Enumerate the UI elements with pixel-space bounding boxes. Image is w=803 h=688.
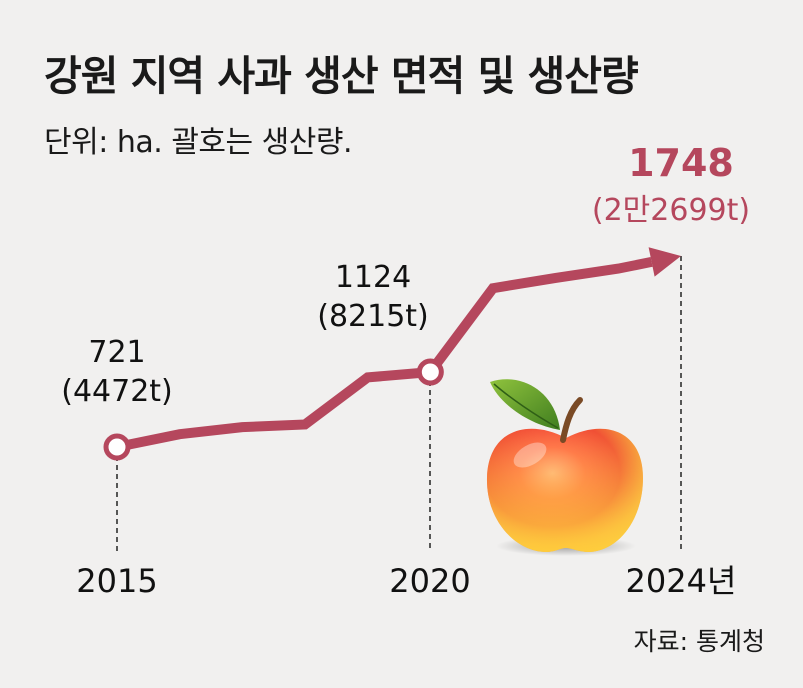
value-label-2015-production: (4472t) bbox=[61, 374, 173, 409]
value-label-2015-area: 721 bbox=[88, 335, 145, 370]
value-label-2020-area: 1124 bbox=[335, 260, 411, 295]
series-line bbox=[115, 256, 653, 452]
series-arrowhead bbox=[648, 247, 681, 277]
x-tick-2015: 2015 bbox=[76, 562, 157, 600]
source-note: 자료: 통계청 bbox=[633, 627, 765, 656]
value-label-2024-production: (2만2699t) bbox=[592, 193, 750, 228]
x-tick-2024: 2024년 bbox=[626, 562, 737, 600]
data-point-2020 bbox=[416, 358, 444, 386]
data-point-2015 bbox=[103, 433, 131, 461]
value-label-2024-area: 1748 bbox=[628, 141, 734, 185]
value-label-2020-production: (8215t) bbox=[317, 299, 429, 334]
chart-subtitle: 단위: ha. 괄호는 생산량. bbox=[44, 125, 353, 160]
x-tick-2020: 2020 bbox=[389, 562, 470, 600]
chart-title: 강원 지역 사과 생산 면적 및 생산량 bbox=[44, 52, 639, 100]
apple-illustration bbox=[486, 379, 643, 556]
